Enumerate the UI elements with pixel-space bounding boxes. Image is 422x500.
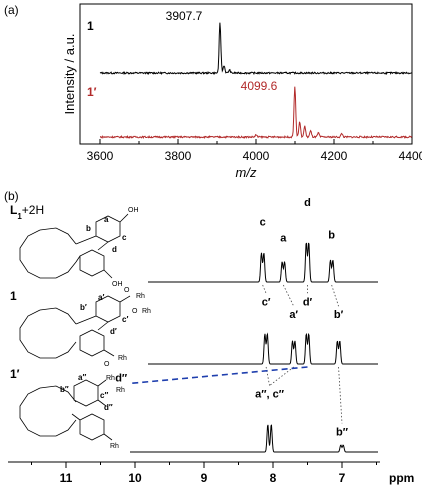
nmr-peak-label: a bbox=[280, 232, 287, 244]
nmr-x-tick: 10 bbox=[128, 471, 142, 485]
structure-text-oh: OH bbox=[112, 281, 123, 288]
carboxyl-bond bbox=[103, 269, 113, 279]
mass-trace-1 bbox=[99, 22, 413, 76]
nmr-x-tick: 7 bbox=[339, 471, 346, 485]
vinyl-bond bbox=[97, 241, 109, 251]
ether-bond bbox=[75, 235, 97, 245]
crown-ether-ring bbox=[19, 227, 77, 279]
nmr-peak-label: d bbox=[304, 197, 311, 209]
nmr-correlation-line bbox=[269, 366, 294, 386]
mass-x-tick: 4000 bbox=[243, 149, 270, 163]
nmr-x-tick: 9 bbox=[201, 471, 208, 485]
nmr-peak-label: c bbox=[260, 216, 266, 228]
nmr-xlabel: ppm bbox=[389, 471, 414, 485]
panel-a-label: (a) bbox=[4, 3, 19, 17]
carbonyl-bond bbox=[119, 295, 131, 303]
structure-text-oh: OH bbox=[128, 207, 139, 214]
carbonyl-bond bbox=[97, 379, 107, 387]
structure-label-b: b bbox=[86, 224, 91, 233]
structure-text-o: O bbox=[124, 287, 130, 294]
carbonyl-bond bbox=[103, 349, 115, 357]
structure-label-c-dprime: c′′ bbox=[100, 391, 108, 400]
aldehyde-bond bbox=[71, 413, 81, 421]
aromatic-ring bbox=[79, 329, 105, 357]
structure-text-o: O bbox=[132, 308, 138, 315]
structure-1 bbox=[19, 295, 131, 359]
aromatic-ring bbox=[79, 413, 105, 441]
mass-xlabel: m/z bbox=[236, 165, 257, 180]
nmr-peak-label: b′′ bbox=[336, 426, 348, 438]
nmr-correlation-line bbox=[331, 284, 339, 307]
structure-label-a-dprime: a′′ bbox=[78, 373, 86, 382]
nmr-correlation-line bbox=[265, 366, 270, 386]
nmr-correlation-line bbox=[282, 284, 295, 307]
structure-label-a: a bbox=[104, 215, 109, 224]
structure-label-d: d bbox=[112, 245, 117, 254]
structure-label-d-prime: d′ bbox=[110, 327, 117, 336]
structure-1-prime bbox=[19, 379, 113, 441]
nmr-trace-L1 bbox=[148, 242, 378, 283]
aromatic-ring bbox=[73, 379, 99, 407]
nmr-peak-label: a′ bbox=[289, 309, 298, 321]
aldehyde-bond bbox=[97, 399, 107, 407]
structure-text-rh: Rh bbox=[142, 308, 151, 315]
carboxyl-bond bbox=[119, 213, 129, 223]
structure-label-a-prime: a′ bbox=[98, 293, 104, 302]
structure-L1 bbox=[19, 213, 129, 279]
nmr-peak-label: b′ bbox=[334, 309, 344, 321]
ether-bond bbox=[75, 315, 97, 325]
nmr-correlation-line bbox=[338, 366, 343, 424]
nmr-x-ticks bbox=[31, 462, 377, 468]
nmr-trace-1-prime bbox=[130, 424, 378, 453]
mass-x-tick: 3600 bbox=[87, 149, 114, 163]
nmr-peak-label: c′ bbox=[262, 296, 271, 308]
mass-series-label-1-prime: 1′ bbox=[87, 85, 97, 99]
nmr-correlation-line bbox=[262, 284, 267, 294]
mass-ylabel: Intensity / a.u. bbox=[62, 34, 77, 115]
crown-ether-ring bbox=[19, 385, 77, 437]
structure-text-rh: Rh bbox=[116, 387, 125, 394]
mass-spectrum-panel: Intensity / a.u. 3600 3800 4000 4200 440… bbox=[62, 3, 422, 180]
nmr-peak-label: d′′ bbox=[115, 373, 127, 385]
mass-x-tick: 4200 bbox=[321, 149, 348, 163]
nmr-compound-label-1: 1 bbox=[10, 289, 17, 303]
mass-plot-frame bbox=[79, 3, 413, 145]
crown-ether-ring bbox=[19, 307, 77, 359]
carbonyl-bond bbox=[103, 433, 113, 441]
nmr-peak-label: d′ bbox=[303, 296, 313, 308]
mass-peak-label-1-prime: 4099.6 bbox=[241, 79, 278, 93]
nmr-trace-1 bbox=[148, 332, 378, 365]
structure-label-b-prime: b′ bbox=[80, 303, 87, 312]
structure-text-rh: Rh bbox=[136, 293, 145, 300]
nmr-compound-label-1-prime: 1′ bbox=[10, 367, 20, 381]
mass-x-tick: 3800 bbox=[165, 149, 192, 163]
mass-series-label-1: 1 bbox=[87, 19, 94, 33]
nmr-correlation-line bbox=[129, 366, 308, 385]
structure-text-o: O bbox=[104, 361, 110, 368]
structure-text-rh: Rh bbox=[110, 443, 119, 450]
mass-x-tick: 4400 bbox=[399, 149, 422, 163]
nmr-peak-label: a′′, c′′ bbox=[255, 389, 284, 401]
structure-text-rh: Rh bbox=[106, 375, 115, 382]
structure-label-b-dprime: b′′ bbox=[60, 385, 69, 394]
aromatic-ring bbox=[79, 249, 105, 277]
nmr-peak-label: b bbox=[328, 229, 335, 241]
nmr-panel: L1+2H 1 1′ c a d b c′ a′ d′ b′ d′′ a′′, c′′ b′′ 11… bbox=[8, 197, 414, 485]
vinyl-bond bbox=[97, 321, 109, 331]
mass-trace-1-prime bbox=[99, 86, 413, 140]
ether-bond bbox=[75, 255, 81, 263]
mass-x-ticks: 3600 3800 4000 4200 4400 bbox=[87, 139, 422, 163]
nmr-x-tick: 8 bbox=[270, 471, 277, 485]
structure-label-d-dprime: d′′ bbox=[104, 403, 113, 412]
structure-label-c-prime: c′ bbox=[122, 315, 128, 324]
panel-b-label: (b) bbox=[4, 189, 19, 203]
structure-label-c: c bbox=[122, 233, 127, 242]
mass-peak-label-1: 3907.7 bbox=[166, 9, 203, 23]
nmr-x-tick: 11 bbox=[60, 471, 73, 485]
nmr-compound-label-L1: L1+2H bbox=[10, 203, 44, 221]
structure-text-rh: Rh bbox=[118, 355, 127, 362]
